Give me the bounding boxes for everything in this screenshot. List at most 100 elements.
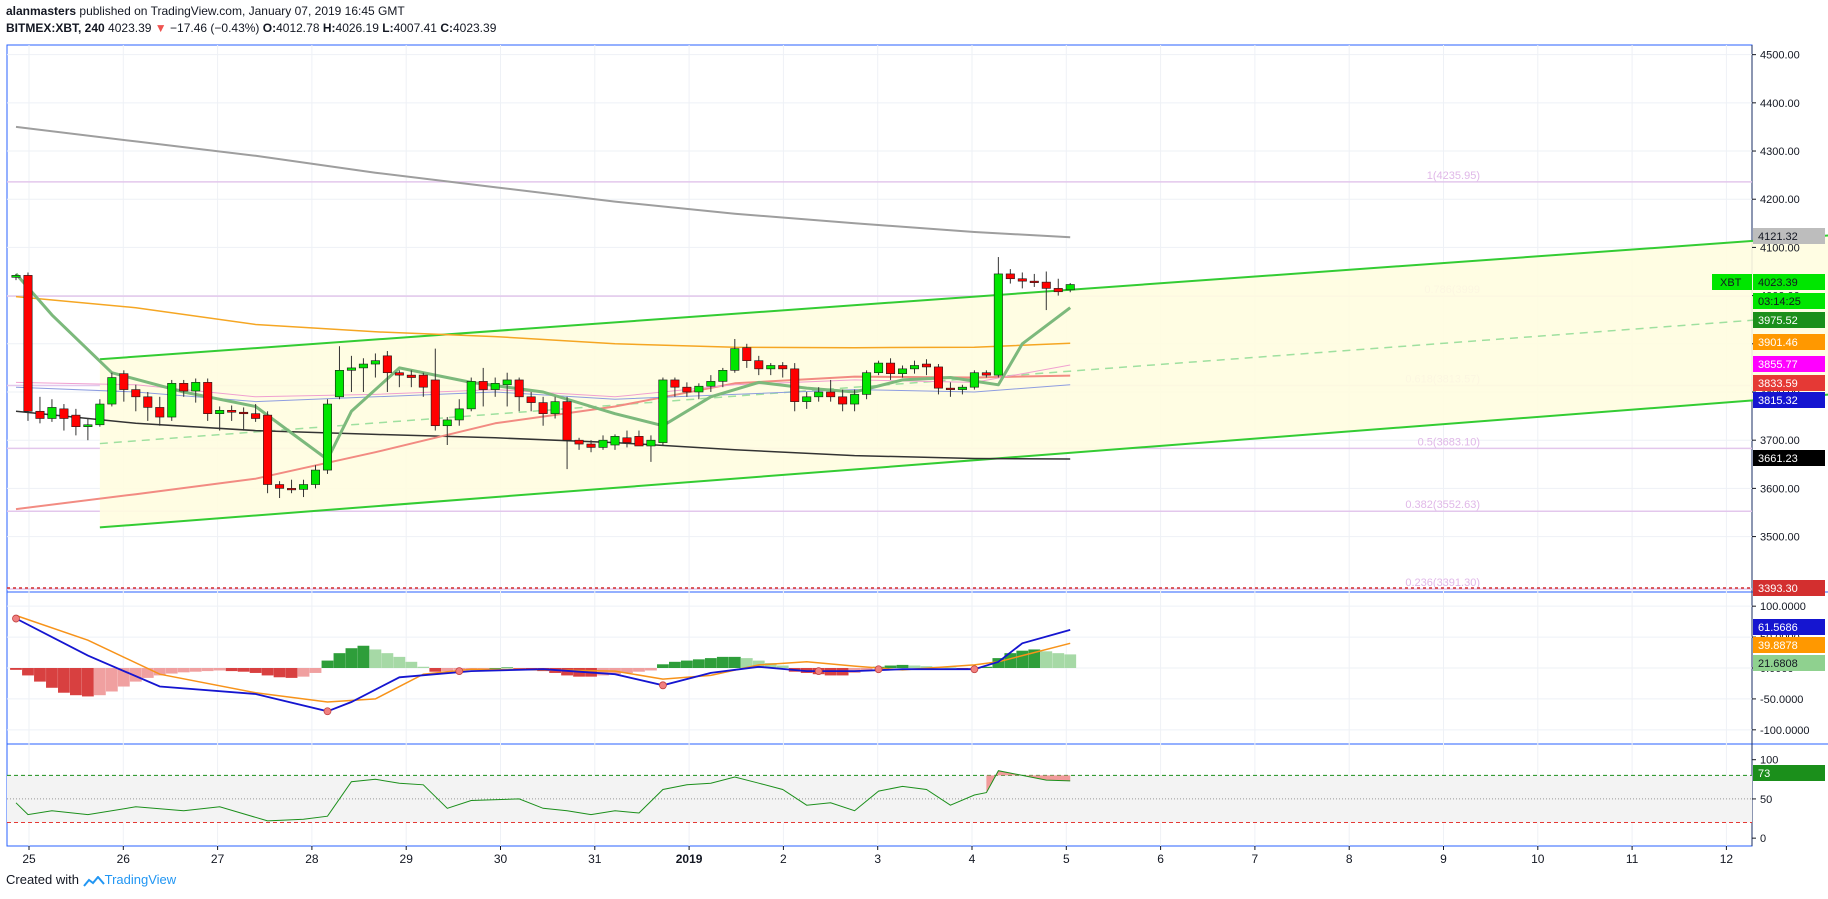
candle-down bbox=[670, 379, 680, 388]
candle-down bbox=[622, 437, 632, 443]
price-label-bg bbox=[1753, 392, 1825, 408]
macd-histogram-bar bbox=[177, 668, 190, 673]
macd-histogram-bar bbox=[1040, 651, 1053, 668]
price-label-bg bbox=[1753, 312, 1825, 328]
macd-histogram-bar bbox=[633, 668, 645, 672]
candle-up bbox=[598, 439, 608, 448]
footer: Created with TradingView bbox=[6, 872, 176, 887]
candle-down bbox=[35, 410, 45, 419]
x-tick-label: 6 bbox=[1157, 852, 1164, 866]
pane-frames bbox=[6, 44, 1828, 847]
macd-histogram-bar bbox=[645, 668, 657, 671]
candle-down bbox=[1029, 280, 1039, 283]
candle-down bbox=[1053, 288, 1063, 293]
y-tick-label: 3500.00 bbox=[1760, 532, 1800, 544]
candle-up bbox=[466, 381, 476, 410]
x-tick-label: 5 bbox=[1063, 852, 1070, 866]
candle-down bbox=[143, 396, 153, 408]
price-label-bg bbox=[1753, 274, 1825, 290]
macd-histogram-bar bbox=[261, 668, 274, 676]
macd-cross-dot bbox=[970, 665, 979, 674]
macd-histogram-bar bbox=[405, 661, 418, 668]
macd-histogram-bar bbox=[513, 668, 526, 669]
macd-histogram-bar bbox=[944, 667, 957, 669]
candle-up bbox=[191, 382, 201, 392]
y-tick-label: 3700.00 bbox=[1760, 435, 1800, 447]
candle-down bbox=[838, 396, 848, 405]
macd-histogram-bar bbox=[249, 668, 262, 673]
price-change: −17.46 (−0.43%) bbox=[170, 21, 260, 35]
candle-down bbox=[251, 413, 261, 419]
macd-line bbox=[15, 617, 1071, 713]
candle-down bbox=[1005, 273, 1015, 280]
tradingview-brand[interactable]: TradingView bbox=[104, 872, 177, 887]
macd-histogram-bar bbox=[1064, 654, 1077, 668]
candle-up bbox=[658, 379, 668, 443]
rsi-line bbox=[15, 770, 1071, 822]
macd-histogram-bar bbox=[1004, 653, 1017, 668]
macd-histogram-bar bbox=[225, 668, 238, 672]
macd-pane bbox=[7, 605, 1752, 731]
macd-value-label-bg bbox=[1753, 655, 1825, 671]
candle-up bbox=[874, 362, 884, 374]
tradingview-logo-icon bbox=[82, 875, 105, 887]
candle-up bbox=[358, 363, 368, 369]
candle-up bbox=[299, 484, 309, 490]
macd-histogram-bar bbox=[321, 660, 334, 668]
rsi-tick-label: 0 bbox=[1760, 833, 1766, 845]
x-tick-label: 7 bbox=[1252, 852, 1259, 866]
candle-up bbox=[334, 370, 344, 398]
macd-value-label: 61.5686 bbox=[1758, 622, 1798, 634]
price-label-bg bbox=[1753, 293, 1825, 309]
rsi-band bbox=[7, 775, 1752, 823]
macd-histogram-bar bbox=[369, 649, 382, 668]
candle-up bbox=[322, 403, 332, 471]
macd-histogram-bar bbox=[333, 653, 346, 668]
macd-histogram-bar bbox=[70, 668, 82, 696]
price-label-bg bbox=[1753, 375, 1825, 391]
macd-signal-line bbox=[15, 614, 1071, 703]
macd-histogram-bar bbox=[1016, 650, 1029, 668]
x-tick-label: 2 bbox=[780, 852, 787, 866]
author-name[interactable]: alanmasters bbox=[6, 4, 77, 18]
parallel-channel[interactable] bbox=[99, 234, 1828, 529]
macd-value-label: 21.6808 bbox=[1758, 658, 1798, 670]
high-value: 4026.19 bbox=[335, 21, 379, 35]
high-label: H: bbox=[322, 21, 336, 35]
open-label: O: bbox=[262, 21, 277, 35]
candle-up bbox=[646, 439, 656, 447]
candle-up bbox=[850, 394, 860, 405]
macd-histogram-bar bbox=[189, 668, 202, 672]
macd-histogram-bar bbox=[776, 665, 789, 668]
candle-up bbox=[957, 386, 967, 390]
macd-tick-label: -50.0000 bbox=[1760, 694, 1803, 706]
candle-down bbox=[682, 386, 692, 393]
price-label: 3393.30 bbox=[1758, 583, 1798, 595]
close-value: 4023.39 bbox=[452, 21, 497, 35]
macd-histogram-bar bbox=[728, 656, 741, 668]
candle-down bbox=[155, 407, 165, 418]
candle-up bbox=[862, 372, 872, 395]
price-label: 3975.52 bbox=[1758, 315, 1798, 327]
macd-histogram-bar bbox=[680, 660, 693, 668]
candle-down bbox=[418, 374, 428, 388]
candle-down bbox=[514, 379, 524, 398]
candle-down bbox=[574, 439, 584, 445]
price-label: 4121.32 bbox=[1758, 231, 1798, 243]
candle-down bbox=[394, 372, 404, 376]
macd-cross-dot bbox=[874, 665, 883, 674]
candle-down bbox=[71, 414, 81, 427]
candle-down bbox=[634, 436, 644, 447]
candle-up bbox=[346, 367, 356, 371]
candle-up bbox=[550, 401, 560, 414]
candle-down bbox=[933, 366, 943, 389]
x-tick-label: 11 bbox=[1626, 852, 1639, 866]
x-tick-label: 27 bbox=[211, 852, 225, 866]
low-label: L: bbox=[382, 21, 394, 35]
macd-histogram-bar bbox=[621, 668, 633, 673]
price-label-bg bbox=[1753, 334, 1825, 350]
macd-histogram-bar bbox=[141, 668, 154, 678]
macd-histogram-bar bbox=[429, 668, 442, 672]
x-tick-label: 8 bbox=[1346, 852, 1353, 866]
